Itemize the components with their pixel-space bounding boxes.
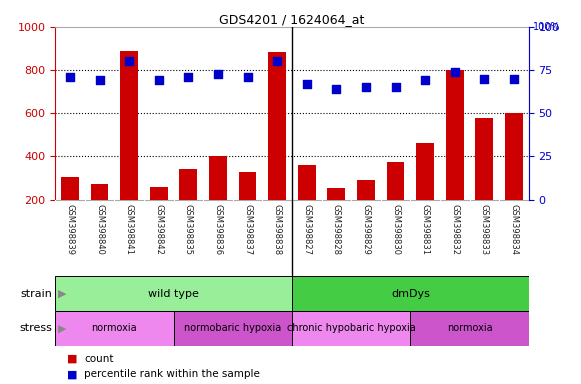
Point bbox=[272, 58, 282, 65]
Text: GSM398829: GSM398829 bbox=[361, 204, 371, 254]
Point bbox=[332, 86, 341, 92]
Bar bbox=[209, 156, 227, 200]
Text: ▶: ▶ bbox=[58, 289, 67, 299]
Point bbox=[361, 84, 371, 90]
Bar bbox=[174, 311, 292, 346]
Text: GSM398832: GSM398832 bbox=[450, 204, 459, 255]
Point bbox=[243, 74, 252, 80]
Text: normoxia: normoxia bbox=[447, 323, 492, 333]
Text: GSM398834: GSM398834 bbox=[510, 204, 518, 255]
Point bbox=[421, 78, 430, 84]
Text: ■: ■ bbox=[67, 369, 77, 379]
Text: GSM398841: GSM398841 bbox=[125, 204, 134, 254]
Bar bbox=[298, 165, 315, 200]
Bar bbox=[120, 51, 138, 200]
Text: GSM398839: GSM398839 bbox=[66, 204, 74, 255]
Text: wild type: wild type bbox=[148, 289, 199, 299]
Bar bbox=[150, 187, 168, 200]
Point bbox=[302, 81, 311, 87]
Bar bbox=[91, 184, 109, 200]
Text: count: count bbox=[84, 354, 114, 364]
Text: stress: stress bbox=[19, 323, 52, 333]
Point bbox=[480, 76, 489, 82]
Text: GSM398842: GSM398842 bbox=[155, 204, 163, 254]
Text: ■: ■ bbox=[67, 354, 77, 364]
Bar bbox=[55, 311, 174, 346]
Text: 100%: 100% bbox=[533, 22, 561, 32]
Bar bbox=[410, 311, 529, 346]
Bar bbox=[446, 70, 464, 200]
Bar bbox=[61, 177, 79, 200]
Text: chronic hypobaric hypoxia: chronic hypobaric hypoxia bbox=[287, 323, 415, 333]
Text: GSM398840: GSM398840 bbox=[95, 204, 104, 254]
Point bbox=[124, 58, 134, 65]
Text: dmDys: dmDys bbox=[391, 289, 430, 299]
Text: strain: strain bbox=[20, 289, 52, 299]
Bar bbox=[357, 180, 375, 200]
Text: GSM398833: GSM398833 bbox=[480, 204, 489, 255]
Point bbox=[95, 78, 104, 84]
Point bbox=[65, 74, 74, 80]
Title: GDS4201 / 1624064_at: GDS4201 / 1624064_at bbox=[219, 13, 365, 26]
Point bbox=[184, 74, 193, 80]
Bar bbox=[416, 143, 434, 200]
Text: GSM398838: GSM398838 bbox=[272, 204, 282, 255]
Text: normobaric hypoxia: normobaric hypoxia bbox=[184, 323, 281, 333]
Bar bbox=[180, 169, 198, 200]
Point bbox=[510, 76, 519, 82]
Text: GSM398835: GSM398835 bbox=[184, 204, 193, 255]
Text: GSM398836: GSM398836 bbox=[213, 204, 223, 255]
Point bbox=[391, 84, 400, 90]
Text: GSM398830: GSM398830 bbox=[391, 204, 400, 255]
Bar bbox=[387, 162, 404, 200]
Bar bbox=[292, 276, 529, 311]
Text: percentile rank within the sample: percentile rank within the sample bbox=[84, 369, 260, 379]
Bar bbox=[292, 311, 410, 346]
Bar bbox=[328, 189, 345, 200]
Text: GSM398828: GSM398828 bbox=[332, 204, 341, 255]
Point bbox=[154, 78, 163, 84]
Text: GSM398837: GSM398837 bbox=[243, 204, 252, 255]
Text: ▶: ▶ bbox=[58, 323, 67, 333]
Bar bbox=[239, 172, 256, 200]
Point bbox=[450, 69, 460, 75]
Bar bbox=[55, 276, 292, 311]
Bar bbox=[505, 113, 523, 200]
Text: normoxia: normoxia bbox=[92, 323, 137, 333]
Point bbox=[213, 70, 223, 76]
Text: GSM398831: GSM398831 bbox=[421, 204, 429, 255]
Bar bbox=[475, 118, 493, 200]
Text: GSM398827: GSM398827 bbox=[302, 204, 311, 255]
Bar bbox=[268, 52, 286, 200]
